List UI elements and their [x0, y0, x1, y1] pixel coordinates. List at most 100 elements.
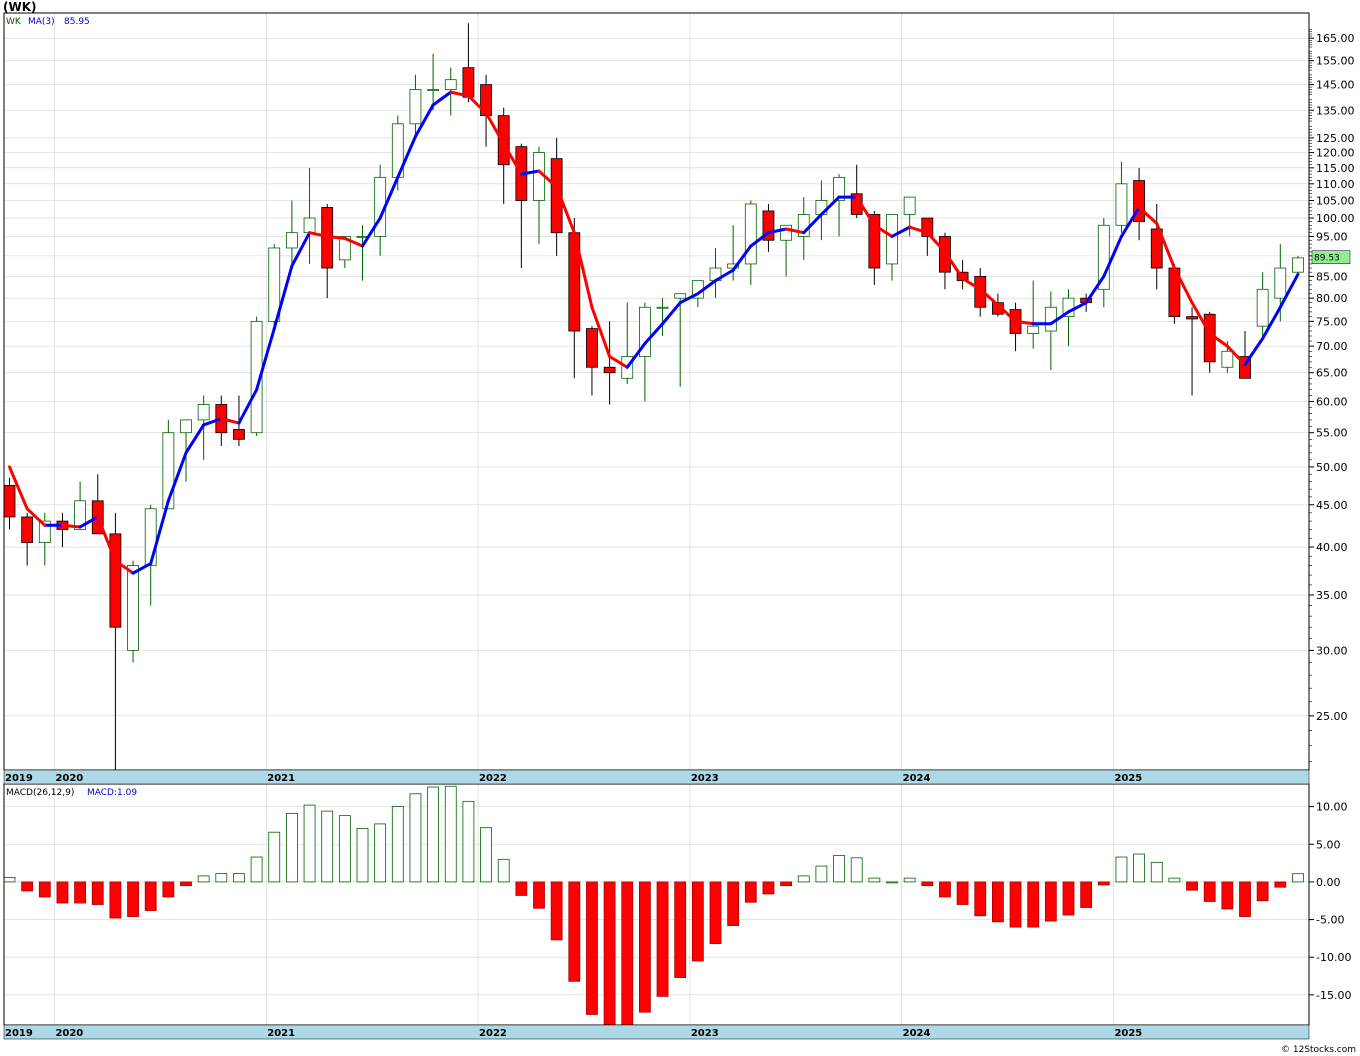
macd-bar — [409, 793, 422, 883]
macd-bar — [1168, 877, 1181, 883]
ma3-segment — [608, 355, 629, 369]
macd-bar — [515, 881, 528, 896]
candle — [780, 224, 792, 277]
candle — [162, 419, 175, 510]
ma3-segment — [819, 195, 841, 216]
macd-bar — [868, 877, 881, 883]
ma3-segment — [555, 185, 576, 235]
candle — [762, 203, 775, 252]
price-y-tick-label: 75.00 — [1316, 315, 1348, 328]
ma3-segment — [1208, 332, 1229, 348]
macd-bar — [833, 855, 845, 883]
macd-bar — [1186, 881, 1198, 891]
x-year-label: 2019 — [5, 773, 33, 784]
macd-bar — [639, 881, 651, 1013]
ma3-segment — [625, 342, 647, 369]
macd-bar — [427, 786, 440, 883]
price-y-tick-label: 50.00 — [1316, 461, 1348, 474]
candle — [603, 321, 616, 405]
macd-bars — [3, 785, 1304, 1026]
price-y-tick-label: 105.00 — [1316, 195, 1355, 208]
ma3-segment — [696, 279, 717, 296]
ma3-segment — [1278, 272, 1300, 309]
ma3-segment — [872, 223, 894, 238]
macd-bar — [56, 881, 69, 904]
price-x-axis-band — [3, 769, 1310, 785]
macd-bar — [497, 858, 510, 883]
price-candles — [3, 23, 1304, 770]
price-y-tick-label: 115.00 — [1316, 162, 1355, 175]
x-year-label: 2025 — [1114, 773, 1142, 784]
candle — [639, 302, 651, 402]
ma3-segment — [961, 277, 982, 291]
x-year-label: 2020 — [55, 1028, 83, 1039]
macd-bar — [1009, 881, 1022, 928]
ma3-segment — [449, 90, 470, 98]
ma3-segment — [202, 417, 223, 427]
ma3-segment — [325, 234, 347, 240]
candle — [409, 74, 422, 138]
macd-bar — [903, 877, 916, 883]
ma3-segment — [184, 423, 206, 455]
macd-bar — [780, 881, 792, 887]
ma3-segment — [749, 231, 770, 248]
ma3-segment — [978, 287, 1000, 307]
candle — [38, 512, 51, 566]
legend-ma-label: MA(3) — [28, 17, 55, 27]
price-y-tick-label: 55.00 — [1316, 427, 1348, 440]
candle — [1186, 307, 1198, 396]
macd-bar — [374, 823, 387, 883]
ma3-segment — [219, 417, 241, 425]
last-price-box — [1311, 250, 1351, 264]
x-year-label: 2024 — [903, 773, 931, 784]
macd-bar — [1115, 856, 1128, 883]
ma3-segment — [784, 227, 806, 235]
ma3-segment — [1102, 234, 1123, 278]
macd-bar — [285, 812, 298, 883]
macd-y-tick-label: -15.00 — [1316, 989, 1351, 1002]
ma3-segment — [96, 515, 117, 563]
macd-bar — [1239, 881, 1251, 917]
candle — [1115, 161, 1128, 233]
macd-bar — [74, 881, 86, 904]
ma3-segment — [396, 134, 417, 179]
macd-bar — [444, 785, 457, 883]
macd-y-tick-label: -10.00 — [1316, 951, 1351, 964]
ma3-segment — [1049, 310, 1070, 326]
ma3-segment — [537, 169, 559, 189]
macd-bar — [691, 881, 704, 962]
price-grid — [4, 13, 1309, 770]
candle — [21, 512, 34, 566]
macd-y-tick-label: 5.00 — [1316, 838, 1341, 851]
x-year-label: 2021 — [267, 773, 295, 784]
macd-bar — [144, 881, 157, 911]
macd-bar — [656, 881, 669, 997]
macd-bar — [1044, 881, 1057, 922]
ma3-segment — [519, 169, 541, 176]
ma3-segment — [25, 507, 47, 527]
ma3-segment — [996, 303, 1018, 323]
candle — [285, 200, 298, 264]
candle — [1097, 218, 1110, 308]
macd-bar — [3, 876, 16, 883]
macd-bar — [850, 857, 863, 883]
price-y-tick-label: 35.00 — [1316, 589, 1348, 602]
ma3-segment — [1014, 319, 1035, 326]
price-y-tick-label: 155.00 — [1316, 55, 1355, 68]
price-y-tick-label: 30.00 — [1316, 644, 1348, 657]
macd-bar — [38, 881, 51, 898]
ma3-segment — [678, 292, 700, 305]
x-year-label: 2021 — [267, 1028, 295, 1039]
price-y-tick-label: 25.00 — [1316, 710, 1348, 723]
ma3-segment — [643, 322, 665, 346]
candle — [1133, 167, 1145, 241]
macd-x-axis-band — [3, 1024, 1310, 1040]
macd-y-tick-label: 10.00 — [1316, 801, 1348, 814]
ma3-segment — [1067, 301, 1088, 314]
macd-bar — [1256, 881, 1269, 902]
ma3-segment — [255, 327, 276, 392]
price-y-tick-label: 165.00 — [1316, 32, 1355, 45]
macd-bar — [939, 881, 951, 898]
macd-bar — [197, 875, 210, 883]
